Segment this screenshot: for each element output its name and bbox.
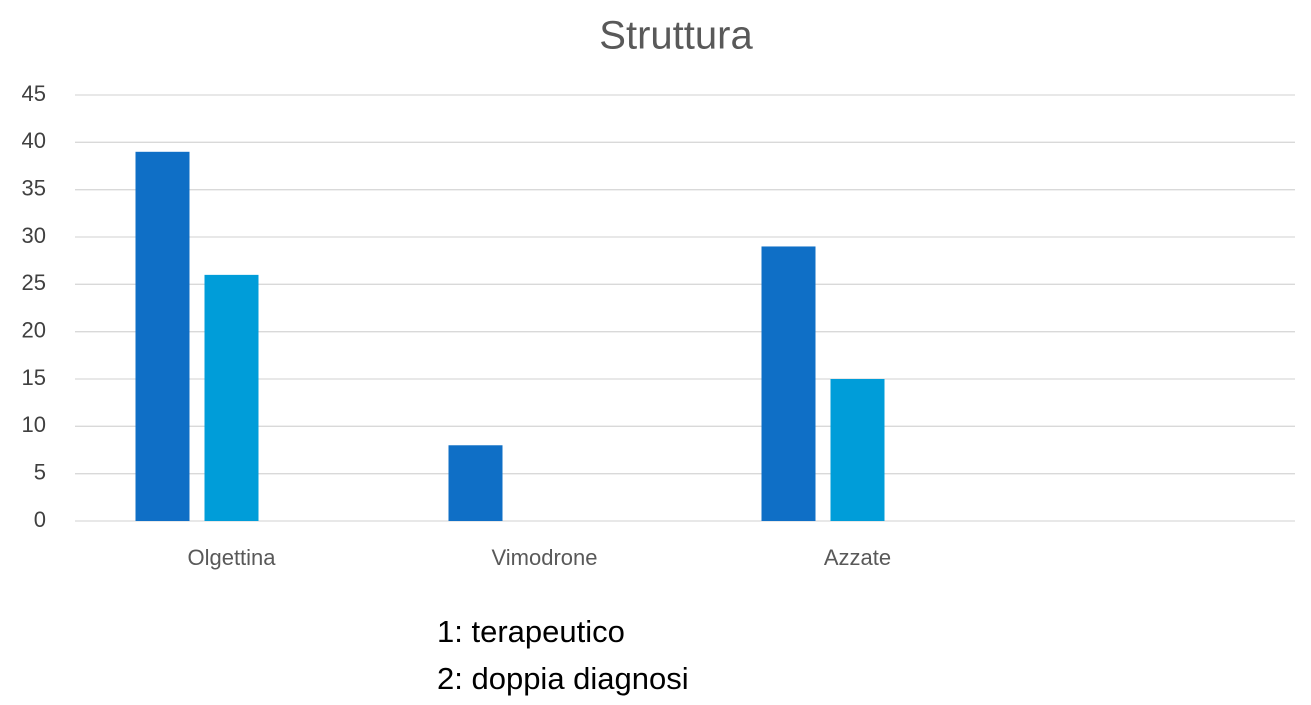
y-tick-label: 30	[22, 223, 46, 248]
y-tick-label: 45	[22, 81, 46, 106]
bar	[448, 445, 503, 521]
x-tick-label: Azzate	[824, 545, 891, 570]
y-tick-label: 35	[22, 175, 46, 200]
y-tick-label: 15	[22, 365, 46, 390]
y-tick-label: 25	[22, 270, 46, 295]
annotation: 2: doppia diagnosi	[437, 661, 689, 696]
y-tick-label: 10	[22, 412, 46, 437]
bar	[761, 246, 816, 521]
y-tick-label: 5	[34, 459, 46, 484]
y-tick-label: 40	[22, 128, 46, 153]
annotation: 1: terapeutico	[437, 614, 625, 649]
bar	[830, 379, 885, 521]
y-tick-label: 20	[22, 317, 46, 342]
x-tick-label: Olgettina	[187, 545, 276, 570]
y-tick-label: 0	[34, 507, 46, 532]
chart-title: Struttura	[599, 14, 753, 58]
x-tick-label: Vimodrone	[492, 545, 598, 570]
bar	[204, 274, 259, 521]
bar	[135, 151, 190, 522]
